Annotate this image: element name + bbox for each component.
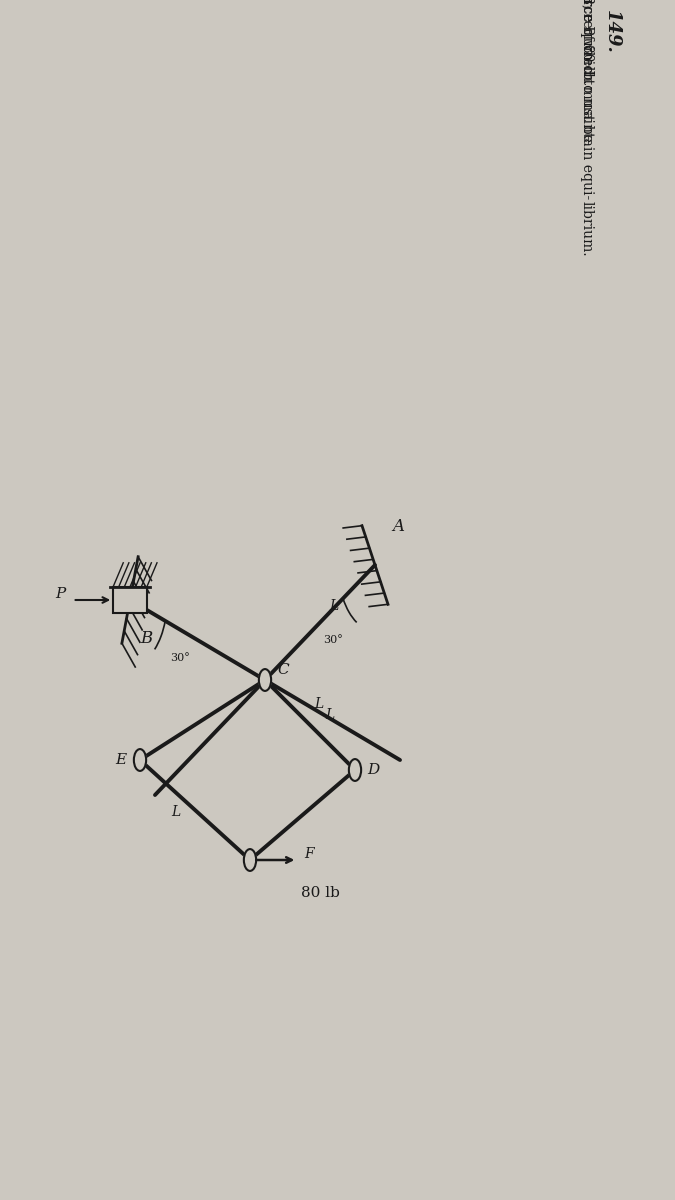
Text: 30°: 30°: [323, 635, 343, 646]
Text: applied to the smooth block at B, required to maintain equi-: applied to the smooth block at B, requir…: [580, 0, 594, 199]
Circle shape: [244, 850, 256, 871]
Text: F: F: [304, 847, 314, 862]
Text: The mechanism is subjected to a horizontal force of 80 lb.: The mechanism is subjected to a horizont…: [580, 0, 594, 84]
Text: E: E: [115, 754, 126, 767]
Text: A: A: [392, 518, 404, 535]
Text: librium.: librium.: [580, 202, 594, 257]
Text: 30°: 30°: [169, 653, 190, 664]
Text: L: L: [325, 708, 334, 722]
Text: L: L: [329, 600, 338, 613]
Circle shape: [349, 760, 361, 781]
Text: 80 lb: 80 lb: [300, 887, 340, 900]
Text: D: D: [367, 763, 379, 778]
Circle shape: [134, 749, 146, 770]
Text: Determine the magnitude of the vertical force P which must be: Determine the magnitude of the vertical …: [580, 0, 594, 142]
Text: L: L: [171, 805, 180, 818]
Text: L: L: [315, 697, 323, 710]
Bar: [113, 587, 147, 613]
Text: C: C: [277, 664, 289, 677]
Text: P: P: [55, 587, 66, 601]
Text: B: B: [140, 630, 153, 647]
Circle shape: [259, 670, 271, 691]
Text: 149.: 149.: [603, 11, 621, 54]
